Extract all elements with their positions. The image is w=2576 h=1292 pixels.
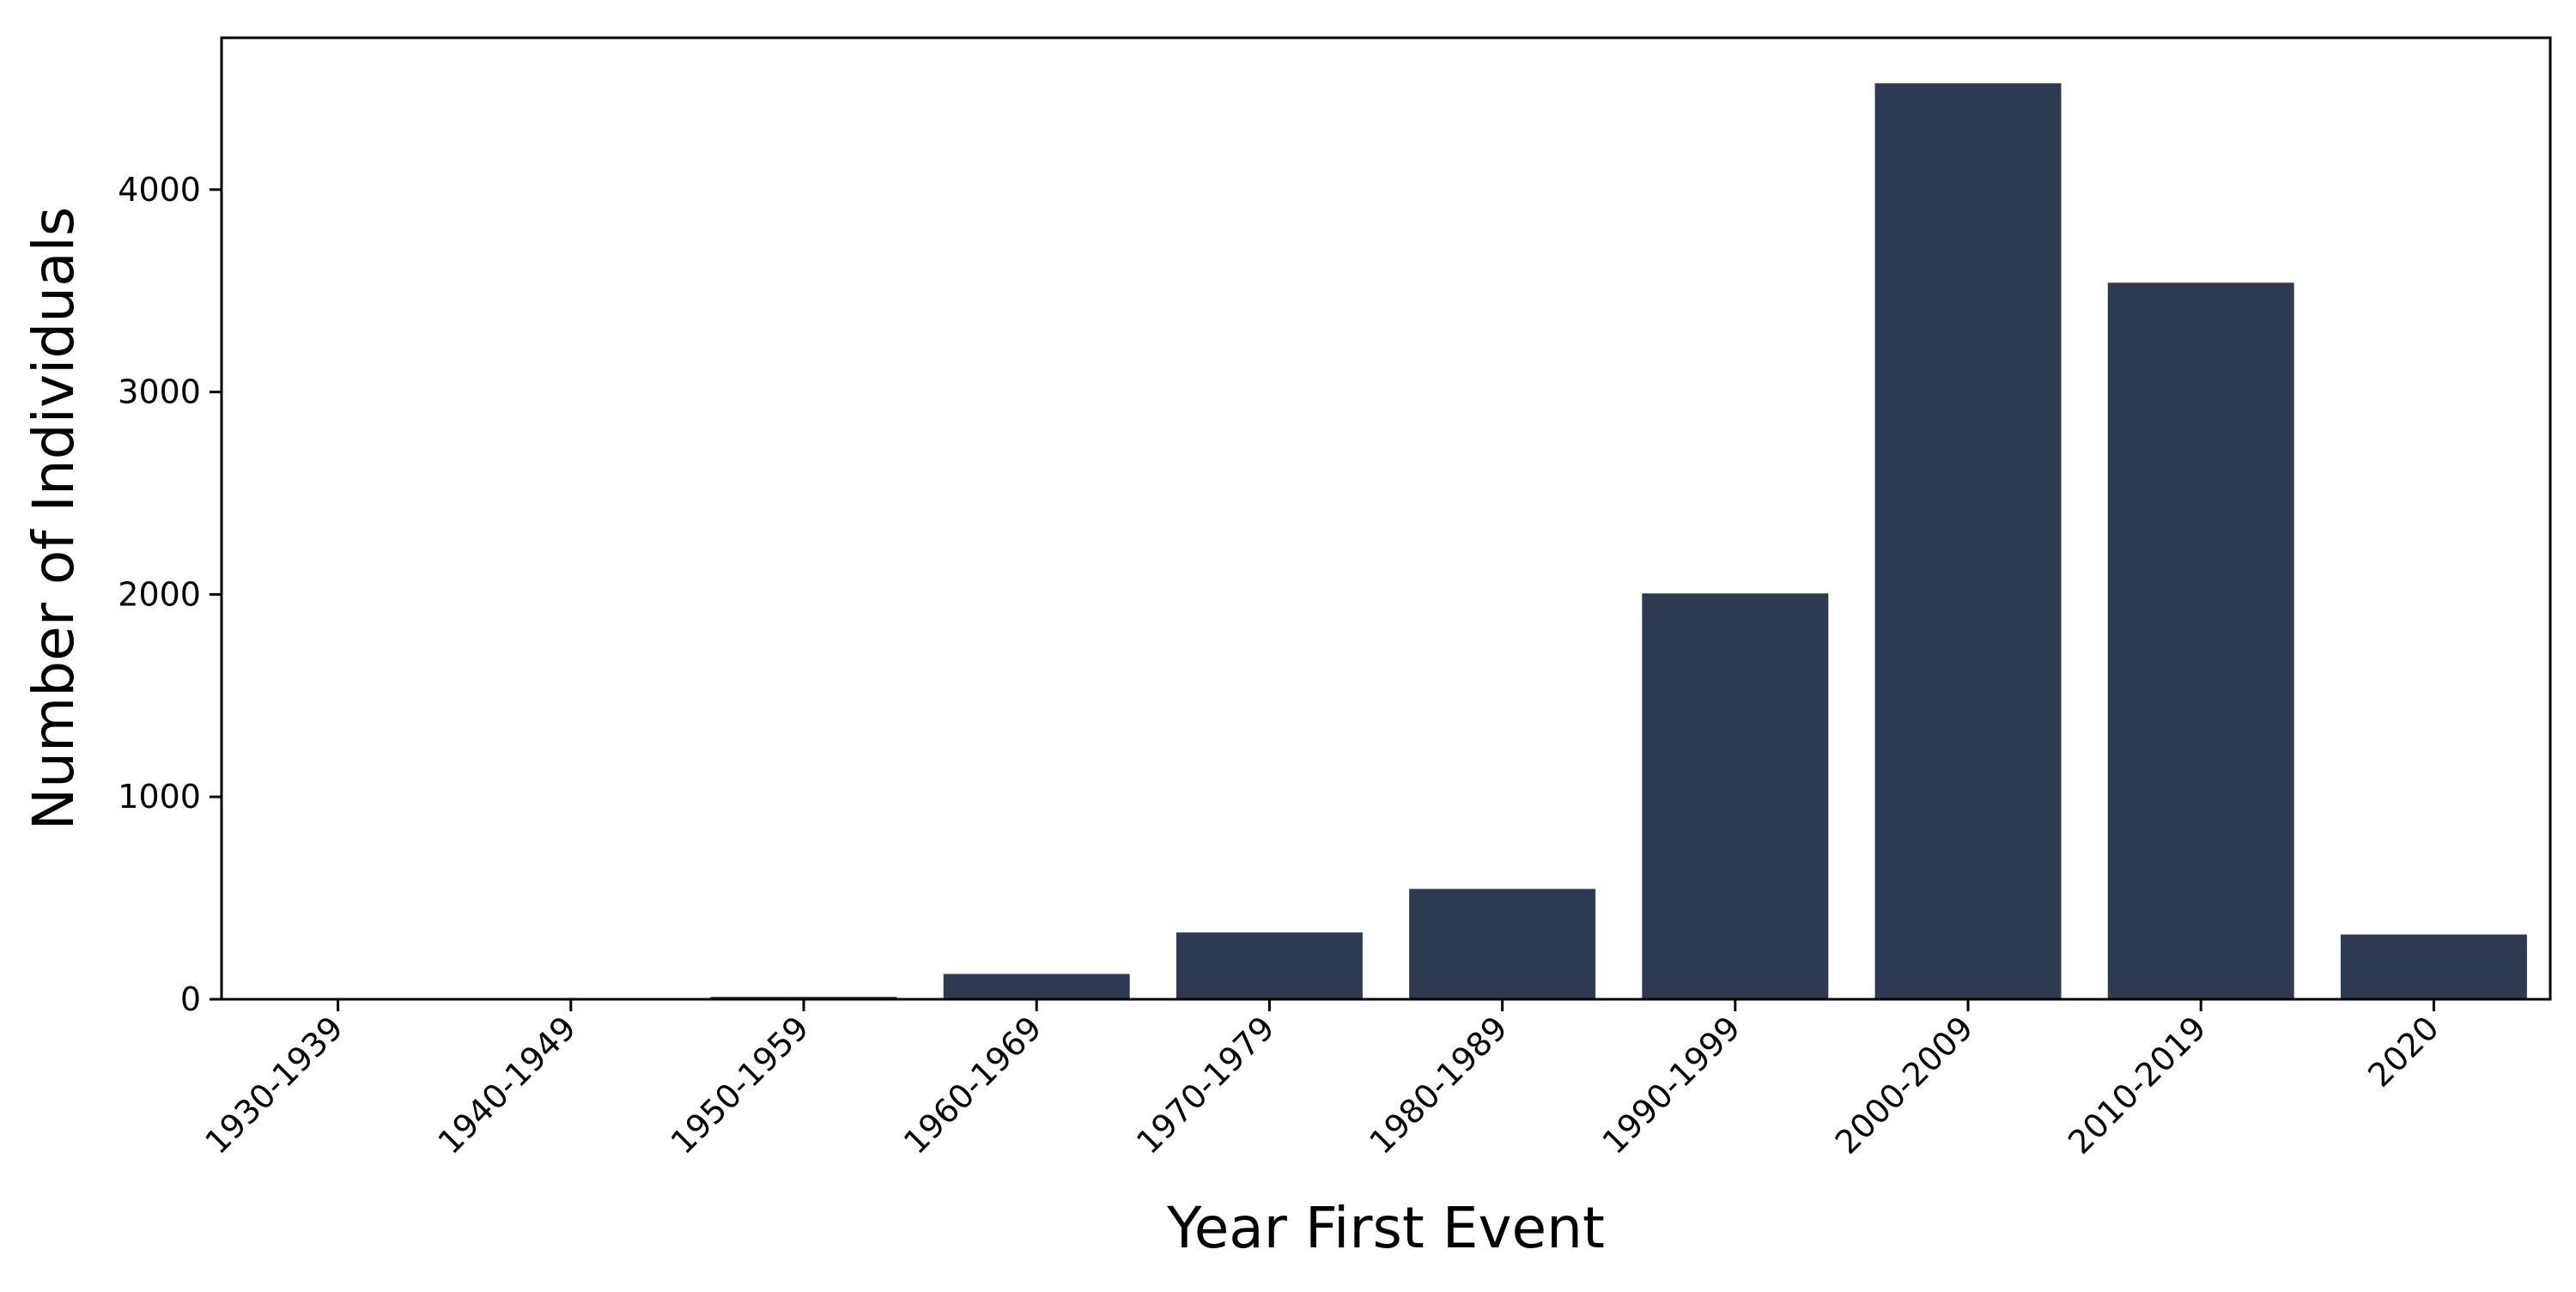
x-tick-label: 1980-1989 xyxy=(1362,1009,1515,1162)
y-tick-label: 1000 xyxy=(118,778,201,816)
bar-2010-2019 xyxy=(2108,282,2294,999)
x-tick-label: 2010-2019 xyxy=(2061,1009,2214,1162)
y-tick-label: 4000 xyxy=(118,171,201,209)
x-tick-label: 1990-1999 xyxy=(1595,1009,1748,1162)
x-axis: 1930-1939 1940-1949 1950-1959 1960-1969 1970… xyxy=(197,999,2445,1162)
x-axis-label: Year First Event xyxy=(1166,1195,1605,1261)
bar-1990-1999 xyxy=(1642,593,1828,999)
y-tick-label: 2000 xyxy=(118,575,201,613)
bar-1980-1989 xyxy=(1409,889,1595,999)
x-tick-label: 2000-2009 xyxy=(1828,1009,1981,1162)
y-axis: 0 1000 2000 3000 4000 xyxy=(118,171,222,1018)
y-axis-label: Number of Individuals xyxy=(21,207,87,831)
y-tick-label: 0 xyxy=(180,980,201,1018)
bars-layer xyxy=(245,83,2527,999)
x-tick-label: 1940-1949 xyxy=(431,1009,584,1162)
bar-1970-1979 xyxy=(1176,932,1363,999)
x-tick-label: 1930-1939 xyxy=(197,1009,350,1162)
x-tick-label: 1950-1959 xyxy=(664,1009,817,1162)
bar-2020 xyxy=(2341,935,2527,999)
bar-1960-1969 xyxy=(944,974,1130,999)
bar-2000-2009 xyxy=(1875,83,2062,999)
y-tick-label: 3000 xyxy=(118,373,201,411)
x-tick-label: 1970-1979 xyxy=(1129,1009,1282,1162)
x-tick-label: 2020 xyxy=(2360,1009,2446,1095)
x-tick-label: 1960-1969 xyxy=(896,1009,1049,1162)
